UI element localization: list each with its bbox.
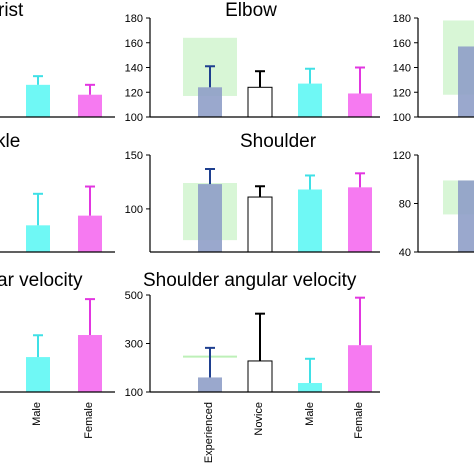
- y-tick-label: 120: [393, 150, 411, 162]
- bar-experienced: [458, 46, 474, 117]
- panel-shoulder: 100 150: [125, 150, 380, 253]
- panel-title-angular-velocity-left: ar velocity: [0, 270, 83, 291]
- bar-male: [298, 189, 322, 252]
- bar-male: [298, 83, 322, 117]
- bar-female: [78, 335, 102, 392]
- y-tick-label: 160: [393, 38, 411, 50]
- bar-novice: [247, 86, 273, 118]
- bar-female: [78, 94, 102, 117]
- bar-male: [298, 383, 322, 392]
- panel-right-mid: 40 80 120: [393, 150, 474, 259]
- bar-experienced: [198, 184, 222, 252]
- bar-male: [26, 225, 50, 252]
- bar-experienced: [198, 377, 222, 392]
- y-tick-label: 100: [125, 112, 143, 124]
- y-tick-label: 100: [393, 112, 411, 124]
- y-tick-label: 500: [125, 290, 143, 302]
- y-tick-label: 140: [393, 63, 411, 75]
- bar-novice: [247, 196, 273, 253]
- x-label-left-female: Female: [83, 402, 95, 439]
- panel-title-shoulder: Shoulder: [240, 131, 317, 152]
- y-tick-label: 40: [399, 247, 411, 259]
- y-tick-label: 140: [125, 63, 143, 75]
- x-label-female: Female: [353, 402, 365, 439]
- bar-novice: [247, 360, 273, 393]
- y-tick-label: 120: [125, 87, 143, 99]
- bar-female: [348, 93, 372, 117]
- bar-female: [78, 215, 102, 252]
- bar-female: [348, 345, 372, 392]
- y-tick-label: 300: [125, 339, 143, 351]
- panel-title-elbow: Elbow: [225, 0, 277, 21]
- bar-male: [26, 84, 50, 117]
- bar-experienced: [458, 180, 474, 252]
- panel-title-ankle: kle: [0, 131, 20, 152]
- panel-shoulder-ang: 100 300 500: [125, 290, 380, 399]
- y-tick-label: 100: [125, 204, 143, 216]
- x-label-experienced: Experienced: [203, 402, 215, 463]
- panel-ankle: [0, 185, 115, 253]
- panel-wrist: [0, 75, 115, 118]
- y-tick-label: 120: [393, 87, 411, 99]
- panel-ang-left: [0, 298, 115, 393]
- bar-male: [26, 357, 50, 392]
- y-tick-label: 160: [125, 38, 143, 50]
- x-label-novice: Novice: [253, 402, 265, 436]
- panel-title-wrist: rist: [0, 0, 24, 21]
- y-tick-label: 100: [125, 387, 143, 399]
- panel-right-top: 100 120 140 160 180: [393, 13, 474, 124]
- x-label-male: Male: [304, 402, 316, 426]
- bar-female: [348, 187, 372, 252]
- y-tick-label: 80: [399, 199, 411, 211]
- panel-elbow: 100 120 140 160 180: [125, 13, 380, 124]
- bar-experienced: [198, 87, 222, 117]
- y-tick-label: 180: [125, 13, 143, 25]
- panel-title-shoulder-angular-velocity: Shoulder angular velocity: [143, 270, 357, 291]
- y-tick-label: 150: [125, 150, 143, 162]
- x-label-left-male: Male: [31, 402, 43, 426]
- y-tick-label: 180: [393, 13, 411, 25]
